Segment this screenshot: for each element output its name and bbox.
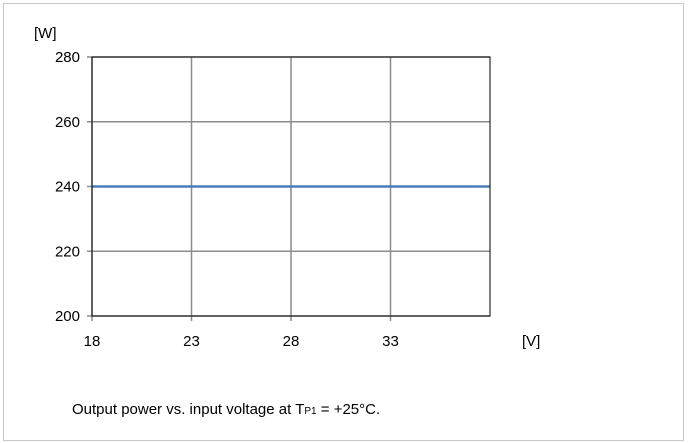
y-tick-label-200: 200 <box>55 308 80 325</box>
plot-area-border <box>91 56 491 317</box>
y-tick-label-280: 280 <box>55 49 80 66</box>
y-tick-label-240: 240 <box>55 179 80 196</box>
caption-text-end: = +25°C. <box>316 401 381 418</box>
chart-frame <box>3 3 684 441</box>
x-tick-label-28: 28 <box>283 333 300 350</box>
y-axis-unit-label: [W] <box>34 25 57 42</box>
x-tick-label-33: 33 <box>382 333 399 350</box>
chart-caption: Output power vs. input voltage at TP1 = … <box>72 401 380 418</box>
y-tick-label-220: 220 <box>55 243 80 260</box>
caption-subscript: P1 <box>304 406 317 417</box>
axis-layer: 200 220 240 260 280 18 23 28 33 <box>55 49 491 350</box>
x-tick-label-23: 23 <box>183 333 200 350</box>
x-tick-label-18: 18 <box>84 333 101 350</box>
y-tick-label-260: 260 <box>55 114 80 131</box>
grid-layer <box>91 56 490 321</box>
caption-text-start: Output power vs. input voltage at T <box>72 401 305 418</box>
x-axis-unit-label: [V] <box>522 333 540 350</box>
